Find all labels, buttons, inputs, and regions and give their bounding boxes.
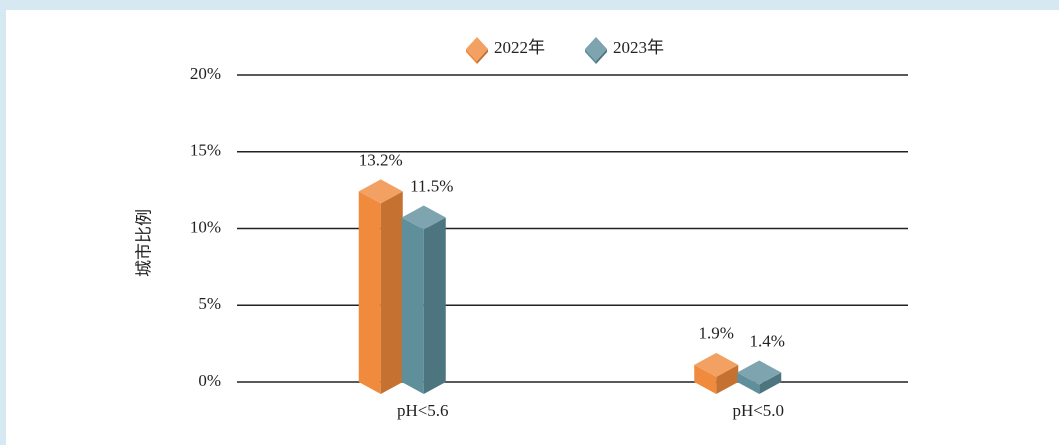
x-tick-label: pH<5.6 bbox=[397, 401, 449, 420]
y-tick-label: 10% bbox=[190, 217, 221, 236]
axis-title: 城市比例 bbox=[134, 209, 153, 277]
bar-left-face bbox=[737, 372, 760, 394]
bar-top-face bbox=[401, 205, 446, 230]
bar-top-face bbox=[737, 360, 782, 385]
y-tick-label: 15% bbox=[190, 141, 221, 160]
value-label: 1.9% bbox=[699, 324, 734, 343]
value-label: 11.5% bbox=[410, 176, 453, 195]
bar-right-face bbox=[477, 49, 488, 64]
bar-right-face bbox=[759, 372, 782, 394]
bar-right-face bbox=[596, 49, 607, 64]
bar-left-face bbox=[466, 49, 477, 64]
bar-right-face bbox=[423, 217, 446, 394]
y-tick-label: 20% bbox=[190, 64, 221, 83]
bar-left-face bbox=[401, 217, 424, 394]
bar-right-face bbox=[380, 191, 403, 394]
legend-label: 2022年 bbox=[494, 38, 545, 57]
legend-icon bbox=[585, 37, 607, 64]
plot-background bbox=[6, 10, 1059, 445]
bar-left-face bbox=[585, 49, 596, 64]
bar bbox=[401, 205, 446, 394]
bar-top-face bbox=[466, 37, 488, 61]
bar-right-face bbox=[716, 364, 739, 394]
bar-left-face bbox=[358, 191, 381, 394]
bar bbox=[358, 179, 403, 394]
bar-left-face bbox=[694, 364, 717, 394]
bar-top-face bbox=[585, 37, 607, 61]
bar-top-face bbox=[358, 179, 403, 204]
bar-top-face bbox=[694, 352, 739, 377]
value-label: 13.2% bbox=[359, 150, 403, 169]
x-tick-label: pH<5.0 bbox=[732, 401, 784, 420]
y-tick-label: 0% bbox=[198, 371, 221, 390]
legend-label: 2023年 bbox=[613, 38, 664, 57]
value-label: 1.4% bbox=[750, 331, 785, 350]
y-tick-label: 5% bbox=[198, 294, 221, 313]
legend-icon bbox=[466, 37, 488, 64]
bar bbox=[737, 360, 782, 394]
bar bbox=[694, 352, 739, 394]
